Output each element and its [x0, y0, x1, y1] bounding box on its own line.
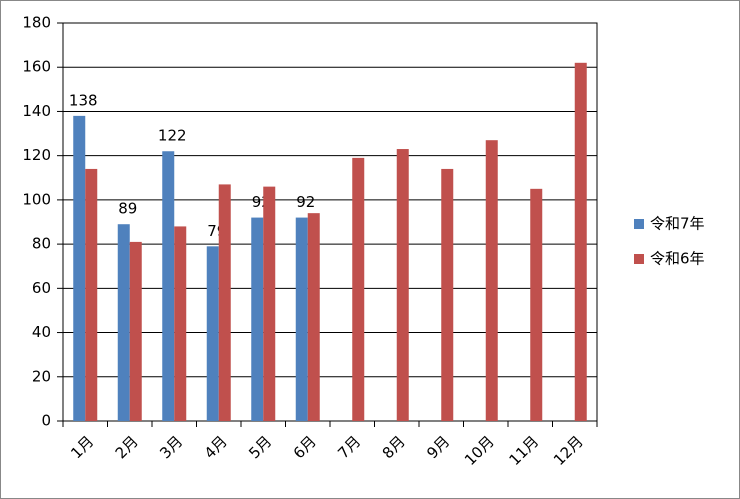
legend-label: 令和7年 [650, 215, 705, 233]
bar [117, 224, 130, 421]
legend-swatch [634, 219, 644, 229]
data-label: 92 [296, 193, 315, 211]
y-tick-label: 80 [32, 235, 51, 253]
bar [295, 217, 308, 421]
legend-label: 令和6年 [650, 250, 705, 268]
bar [85, 168, 98, 421]
bar [307, 213, 320, 421]
data-label: 138 [69, 91, 98, 109]
y-tick-label: 160 [22, 58, 51, 76]
legend-swatch [634, 254, 644, 264]
y-tick-label: 180 [22, 14, 51, 32]
bar [441, 168, 454, 421]
y-tick-label: 100 [22, 190, 51, 208]
y-tick-label: 140 [22, 102, 51, 120]
bar [73, 115, 86, 421]
bar [129, 241, 142, 421]
bar [396, 149, 409, 422]
y-tick-label: 40 [32, 323, 51, 341]
y-tick-label: 60 [32, 279, 51, 297]
y-tick-label: 120 [22, 146, 51, 164]
bar [574, 62, 587, 422]
y-tick-label: 20 [32, 367, 51, 385]
bar [485, 140, 498, 421]
bar [251, 217, 264, 421]
bar [162, 151, 175, 421]
data-label: 89 [118, 200, 137, 218]
bar [218, 184, 231, 421]
y-tick-label: 0 [41, 412, 51, 430]
bar [174, 226, 187, 421]
bar [263, 186, 276, 421]
bar [530, 188, 543, 421]
bar [206, 246, 219, 421]
data-label: 122 [158, 127, 187, 145]
bar [352, 157, 365, 421]
